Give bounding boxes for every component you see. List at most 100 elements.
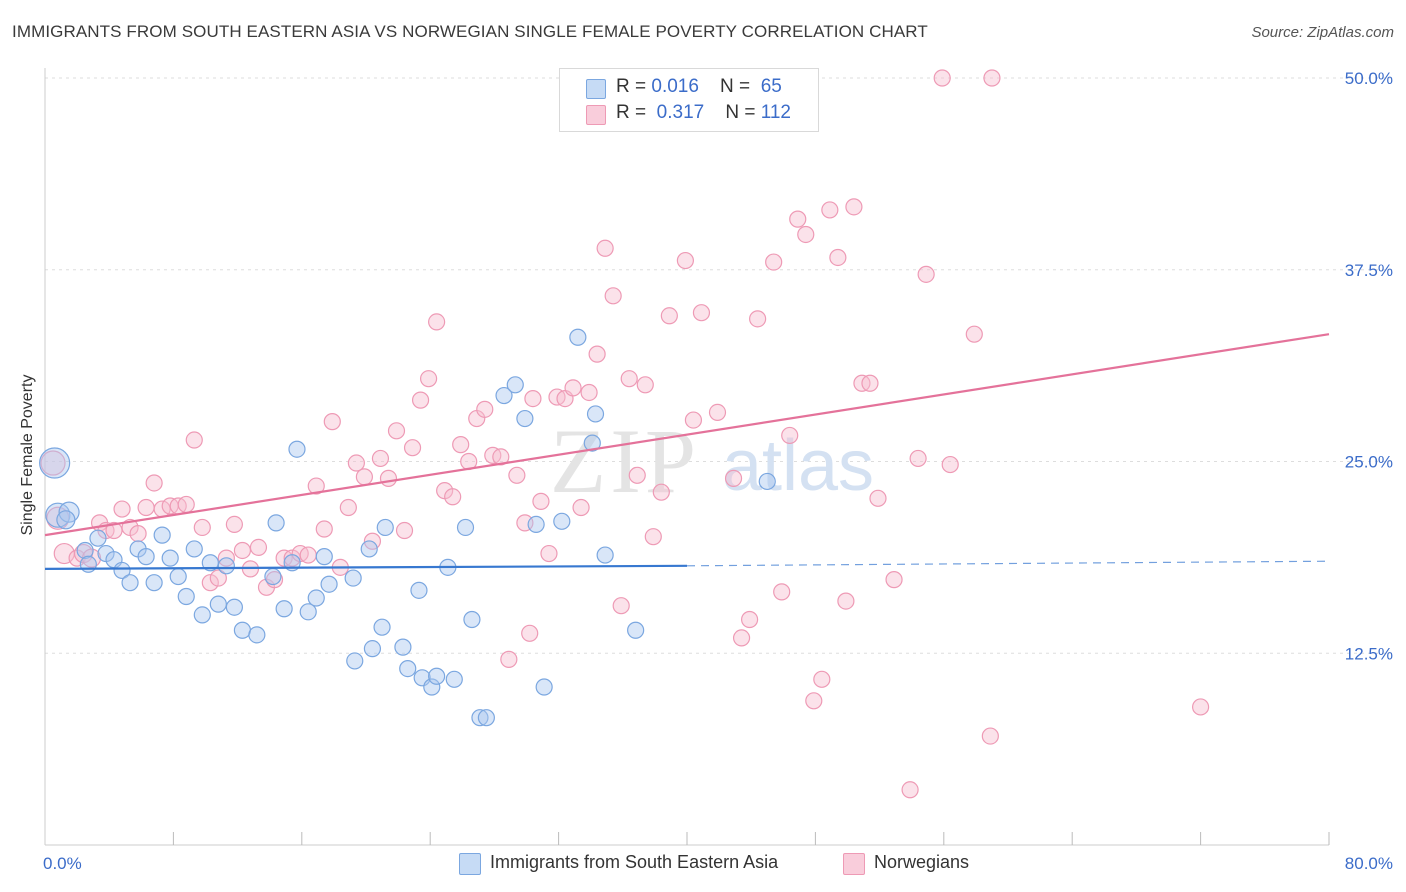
norwegian-point <box>797 225 815 244</box>
norwegian-point <box>628 466 646 484</box>
sea-point <box>506 376 524 394</box>
sea-point <box>399 659 417 678</box>
norwegian-point <box>315 520 333 538</box>
sea-point <box>307 589 325 607</box>
sea-point <box>217 557 235 575</box>
norwegian-point <box>983 69 1001 87</box>
norwegian-point <box>676 251 694 270</box>
norwegian-point <box>684 411 703 429</box>
sea-point <box>477 709 495 727</box>
norwegian-point <box>411 391 430 409</box>
sea-point <box>201 554 219 572</box>
y-tick-label: 12.5% <box>1345 644 1393 663</box>
legend-n-label: N = <box>720 76 756 97</box>
norwegian-point <box>521 624 539 642</box>
norwegian-point <box>933 69 951 87</box>
norwegian-point <box>636 376 654 394</box>
sea-point <box>346 652 364 670</box>
norwegian-point <box>40 450 66 476</box>
tick-labels: 12.5% 25.0% 37.5% 50.0% 0.0% 80.0% <box>43 69 1393 873</box>
y-tick-label: 25.0% <box>1345 453 1393 472</box>
norwegian-point <box>885 571 903 589</box>
norwegian-point <box>572 498 590 517</box>
sea-point <box>177 587 195 606</box>
norwegian-point <box>209 569 227 587</box>
bottom-legend-swatch-blue <box>459 853 481 875</box>
sea-point <box>527 515 545 533</box>
norwegians-points <box>40 69 1210 799</box>
sea-point <box>428 667 446 685</box>
sea-point <box>161 549 179 567</box>
sea-point <box>495 386 513 405</box>
norwegian-point <box>588 345 606 363</box>
norwegian-point <box>981 727 999 745</box>
watermark-zip: ZIP <box>550 410 700 512</box>
norwegian-point <box>612 597 630 615</box>
norwegian-point <box>419 370 438 388</box>
norwegian-point <box>225 515 243 533</box>
norwegian-point <box>1191 698 1210 716</box>
sea-point <box>423 678 441 696</box>
norwegian-point <box>347 454 365 472</box>
norwegian-point <box>201 574 219 592</box>
norwegian-point <box>732 629 751 647</box>
sea-point <box>169 567 187 586</box>
norwegian-point <box>249 538 268 557</box>
sea-point <box>320 575 338 593</box>
correlation-legend: R = 0.016 N = 65 R = 0.317 N = 112 <box>559 68 819 132</box>
sea-point <box>209 595 227 613</box>
norwegian-point <box>379 469 398 487</box>
norwegian-point <box>652 483 670 501</box>
sea-point <box>267 514 285 532</box>
y-axis-label: Single Female Poverty <box>19 374 36 536</box>
norwegian-point <box>724 469 743 487</box>
norwegian-point <box>193 518 211 537</box>
norwegian-point <box>901 781 919 799</box>
sea-point <box>456 518 475 537</box>
sea-point <box>39 447 71 479</box>
norwegian-point <box>861 374 879 392</box>
norwegian-point <box>580 383 598 402</box>
trend-lines <box>44 333 1330 570</box>
sea-point <box>360 540 378 558</box>
norwegian-point <box>46 506 70 530</box>
norwegian-point <box>740 610 759 629</box>
sea-point <box>315 548 333 566</box>
sea-point <box>586 405 605 423</box>
y-tick-label: 50.0% <box>1345 69 1393 88</box>
sea-point <box>137 548 155 566</box>
sea-point <box>373 618 391 636</box>
norwegian-point <box>813 670 831 688</box>
sea-point <box>376 518 394 537</box>
y-tick-label: 37.5% <box>1345 261 1393 280</box>
axes <box>44 68 1330 846</box>
norwegian-point <box>299 546 317 564</box>
norwegian-point <box>508 466 526 484</box>
sea-point <box>553 512 571 530</box>
sea-point <box>121 574 139 592</box>
norwegian-point <box>233 541 252 560</box>
norwegian-point <box>395 521 414 540</box>
norwegian-point <box>185 431 203 449</box>
sea-point <box>516 409 534 428</box>
norwegian-point <box>283 549 301 567</box>
norwegian-point <box>773 583 791 601</box>
sea-point <box>394 638 412 656</box>
norwegian-point <box>821 201 839 219</box>
sea-point <box>344 569 362 587</box>
sea-point <box>76 541 94 560</box>
x-tick-label: 0.0% <box>43 854 82 873</box>
legend-swatch-blue <box>586 79 606 99</box>
grid-lines <box>45 77 1392 654</box>
sea-point <box>193 606 211 624</box>
norwegian-point <box>177 495 195 514</box>
sea-point <box>535 678 553 696</box>
sea-point <box>583 434 601 452</box>
bottom-legend-label-sea: Immigrants from South Eastern Asia <box>490 852 779 872</box>
sea-point <box>225 598 243 616</box>
legend-n-value: 112 <box>760 102 791 123</box>
sea-trend-line <box>44 564 688 570</box>
norwegian-point <box>941 455 959 474</box>
sea-point <box>445 670 463 688</box>
norwegian-point <box>837 592 855 610</box>
